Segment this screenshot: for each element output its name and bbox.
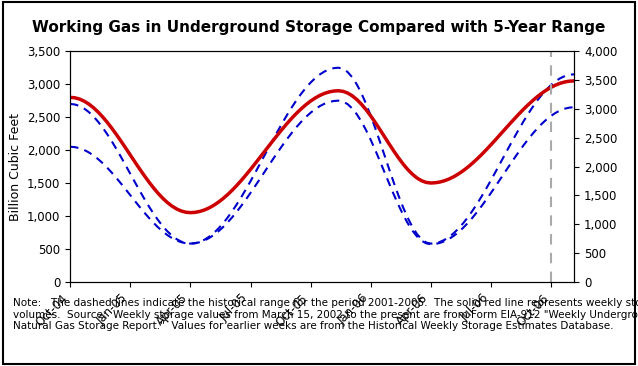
Text: Working Gas in Underground Storage Compared with 5-Year Range: Working Gas in Underground Storage Compa…	[33, 20, 605, 35]
Text: Note:   The dashed lines indicate the historical range for the period 2001-2005.: Note: The dashed lines indicate the hist…	[13, 298, 638, 332]
Y-axis label: Billion Cubic Feet: Billion Cubic Feet	[8, 112, 22, 221]
